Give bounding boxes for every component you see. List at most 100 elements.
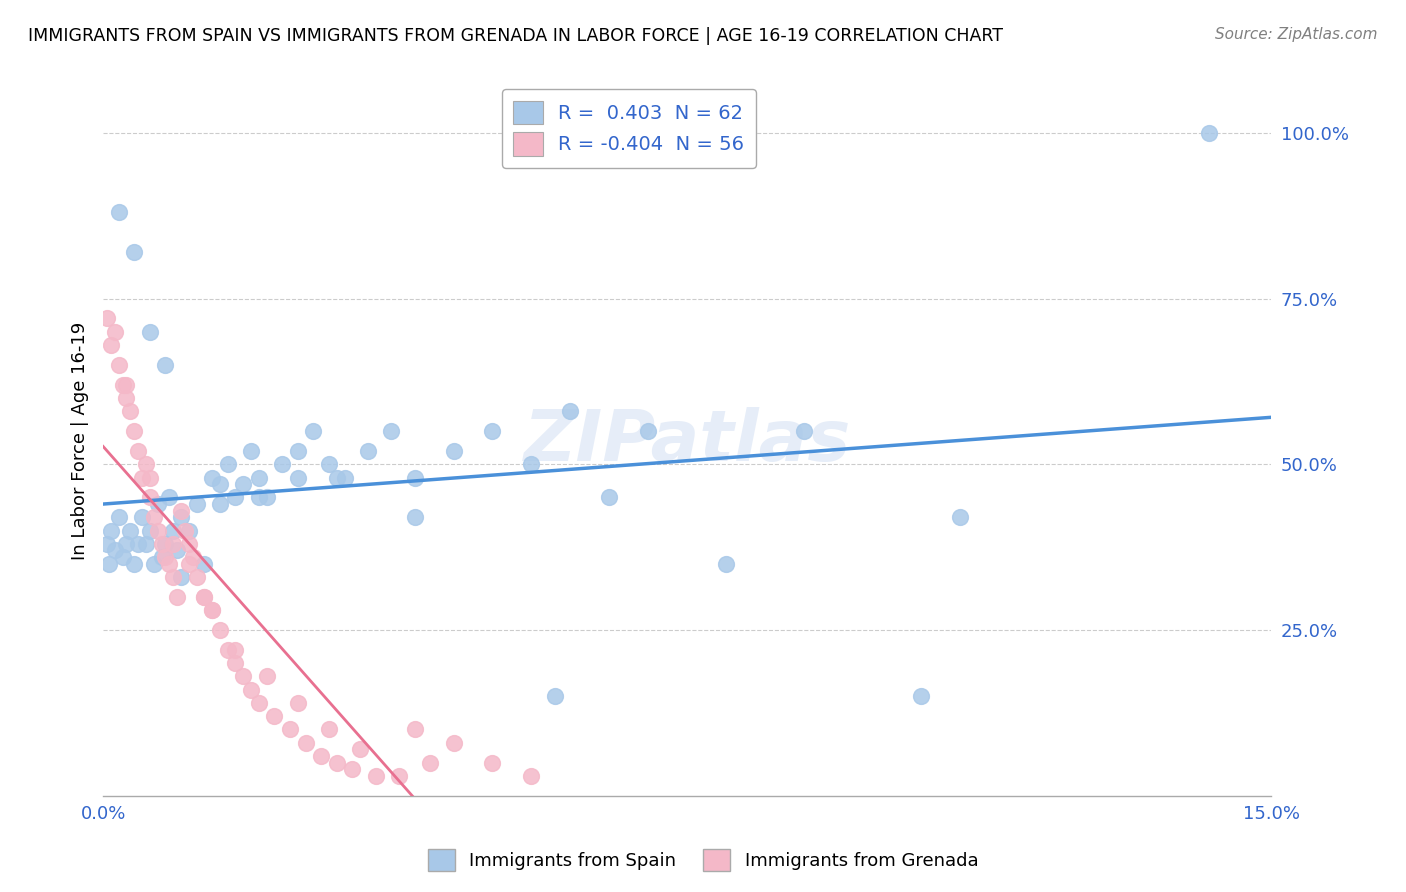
Point bbox=[318, 723, 340, 737]
Point bbox=[120, 524, 142, 538]
Point bbox=[193, 590, 215, 604]
Point bbox=[124, 424, 146, 438]
Point bbox=[98, 557, 121, 571]
Point bbox=[155, 550, 177, 565]
Point bbox=[131, 470, 153, 484]
Y-axis label: In Labor Force | Age 16-19: In Labor Force | Age 16-19 bbox=[72, 322, 89, 560]
Point bbox=[96, 311, 118, 326]
Text: ZIPatlas: ZIPatlas bbox=[523, 407, 851, 475]
Point bbox=[139, 470, 162, 484]
Legend: R =  0.403  N = 62, R = -0.404  N = 56: R = 0.403 N = 62, R = -0.404 N = 56 bbox=[502, 89, 756, 168]
Point bbox=[1198, 126, 1220, 140]
Point bbox=[135, 537, 157, 551]
Point bbox=[155, 537, 177, 551]
Point bbox=[949, 510, 972, 524]
Point bbox=[157, 491, 180, 505]
Point bbox=[208, 477, 231, 491]
Point bbox=[232, 669, 254, 683]
Point bbox=[181, 550, 204, 565]
Point bbox=[349, 742, 371, 756]
Point bbox=[380, 424, 402, 438]
Point bbox=[142, 557, 165, 571]
Point bbox=[443, 736, 465, 750]
Point bbox=[201, 603, 224, 617]
Point bbox=[232, 477, 254, 491]
Point bbox=[325, 470, 347, 484]
Point bbox=[193, 590, 215, 604]
Point bbox=[714, 557, 737, 571]
Point bbox=[186, 497, 208, 511]
Point bbox=[520, 769, 543, 783]
Point bbox=[287, 444, 309, 458]
Point bbox=[325, 756, 347, 770]
Point bbox=[342, 762, 364, 776]
Point bbox=[544, 690, 567, 704]
Point bbox=[155, 358, 177, 372]
Point bbox=[263, 709, 285, 723]
Point bbox=[104, 543, 127, 558]
Point bbox=[240, 444, 263, 458]
Point bbox=[302, 424, 325, 438]
Point bbox=[318, 457, 340, 471]
Point bbox=[481, 756, 503, 770]
Point bbox=[217, 457, 239, 471]
Point bbox=[419, 756, 441, 770]
Point bbox=[224, 491, 246, 505]
Point bbox=[560, 404, 582, 418]
Point bbox=[162, 524, 184, 538]
Point bbox=[388, 769, 411, 783]
Point bbox=[166, 543, 188, 558]
Point bbox=[146, 497, 169, 511]
Point bbox=[120, 404, 142, 418]
Point bbox=[115, 391, 138, 405]
Point bbox=[224, 643, 246, 657]
Point bbox=[131, 510, 153, 524]
Point bbox=[107, 205, 129, 219]
Point bbox=[247, 696, 270, 710]
Point bbox=[637, 424, 659, 438]
Point bbox=[177, 537, 200, 551]
Point bbox=[240, 682, 263, 697]
Point bbox=[256, 669, 278, 683]
Point bbox=[127, 444, 149, 458]
Point bbox=[170, 510, 193, 524]
Point bbox=[177, 557, 200, 571]
Point bbox=[333, 470, 356, 484]
Point bbox=[162, 537, 184, 551]
Point bbox=[115, 537, 138, 551]
Point bbox=[166, 590, 188, 604]
Point bbox=[96, 537, 118, 551]
Point bbox=[217, 643, 239, 657]
Point bbox=[115, 377, 138, 392]
Point bbox=[139, 491, 162, 505]
Point bbox=[287, 696, 309, 710]
Point bbox=[208, 623, 231, 637]
Point bbox=[278, 723, 301, 737]
Point bbox=[111, 550, 134, 565]
Text: Source: ZipAtlas.com: Source: ZipAtlas.com bbox=[1215, 27, 1378, 42]
Point bbox=[107, 358, 129, 372]
Point bbox=[208, 497, 231, 511]
Point bbox=[404, 470, 426, 484]
Point bbox=[294, 736, 316, 750]
Point bbox=[193, 557, 215, 571]
Legend: Immigrants from Spain, Immigrants from Grenada: Immigrants from Spain, Immigrants from G… bbox=[420, 842, 986, 879]
Point bbox=[157, 557, 180, 571]
Point bbox=[124, 245, 146, 260]
Point bbox=[443, 444, 465, 458]
Point bbox=[162, 570, 184, 584]
Point bbox=[404, 723, 426, 737]
Point bbox=[256, 491, 278, 505]
Point bbox=[150, 537, 173, 551]
Point bbox=[186, 570, 208, 584]
Point bbox=[146, 524, 169, 538]
Point bbox=[104, 325, 127, 339]
Point bbox=[177, 524, 200, 538]
Point bbox=[224, 656, 246, 670]
Point bbox=[309, 749, 332, 764]
Point bbox=[201, 470, 224, 484]
Point bbox=[481, 424, 503, 438]
Point bbox=[135, 457, 157, 471]
Point bbox=[100, 338, 122, 352]
Point bbox=[287, 470, 309, 484]
